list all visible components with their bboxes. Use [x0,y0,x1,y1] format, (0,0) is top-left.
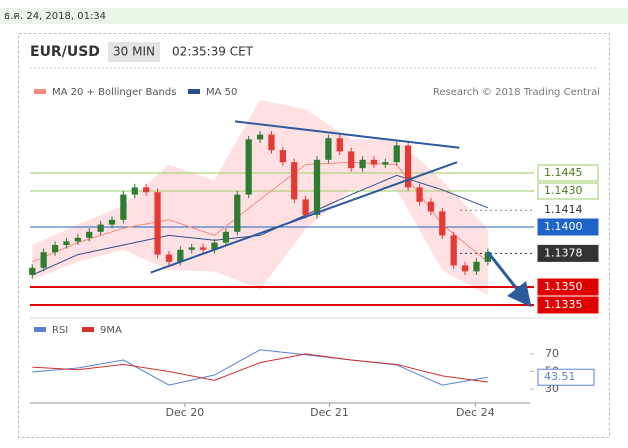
level-label: 1.1350 [544,280,583,293]
candle-body [120,194,127,220]
candle-body [199,247,207,250]
candle-body [63,241,70,245]
candle-body [234,194,241,232]
candle-body [405,145,412,188]
trendline [150,161,458,274]
candle-body [211,242,218,250]
level-box [537,244,599,262]
legend-label: MA 50 [206,87,237,98]
ma-line [32,174,489,276]
candle-body [51,245,59,253]
candle-body [143,187,150,193]
candle-body [336,138,343,152]
candle-body [86,231,93,238]
candle-body [108,219,116,225]
candle-body [29,267,36,275]
candle-body [177,249,184,262]
legend-label: 9MA [100,325,122,336]
candle-body [359,159,366,169]
candle-body [154,192,161,255]
candle-body [325,138,332,160]
candle-body [473,261,480,272]
candle-body [461,265,469,272]
frame [18,33,610,438]
forecast-arrow [486,251,532,308]
level-box [537,182,599,200]
candle-body [165,254,173,262]
candle-body [222,231,230,243]
top-bar [0,8,628,24]
x-tick-label: Dec 21 [310,406,349,419]
rsi-line [32,349,488,386]
timeframe: 30 MIN [113,45,155,59]
clock: 02:35:39 CET [172,45,254,59]
rsi-value-box [537,368,595,386]
legend-swatch [34,89,46,94]
candle-body [348,151,355,169]
level-box [537,218,599,236]
trendline [234,120,460,149]
level-label: 1.1400 [544,220,583,233]
candle-body [279,150,286,163]
level-box [537,278,599,296]
x-tick-label: Dec 24 [456,406,495,419]
rsi-value-label: 43.51 [544,370,576,383]
candle-body [427,201,435,212]
legend-swatch [188,89,200,94]
candle-body [370,159,378,165]
level-label: 1.1414 [544,203,583,216]
candle-body [268,134,275,151]
candle-body [416,187,423,202]
legend-label: RSI [52,325,68,336]
candle-body [382,162,389,165]
candle-body [131,187,138,195]
candle-body [393,145,400,163]
ma-line [32,161,489,263]
legend-label: MA 20 + Bollinger Bands [52,87,176,98]
rsi-tick-label: 70 [545,347,559,360]
level-box [537,296,599,314]
timeframe-box [108,42,160,62]
level-box [537,164,599,182]
level-label: 1.1430 [544,184,583,197]
candle-body [484,252,491,262]
rsi-line [32,353,488,383]
candle-body [291,162,298,200]
legend-swatch [34,327,46,332]
timestamp: ธ.ค. 24, 2018, 01:34 [4,11,106,22]
candle-body [256,134,264,140]
candle-body [302,199,309,215]
candle-body [40,252,47,268]
bollinger-band [32,99,488,296]
candle-body [439,211,446,236]
candle-body [74,237,81,242]
level-label: 1.1445 [544,166,583,179]
x-tick-label: Dec 20 [166,406,205,419]
candle-body [313,159,321,215]
credit: Research © 2018 Trading Central [433,87,600,98]
symbol: EUR/USD [30,44,100,60]
legend-swatch [82,327,94,332]
candle-body [450,235,457,266]
candle-body [245,139,252,195]
level-label: 1.1335 [544,298,583,311]
candle-body [97,224,104,232]
candle-body [188,247,195,250]
level-label: 1.1378 [544,246,583,259]
